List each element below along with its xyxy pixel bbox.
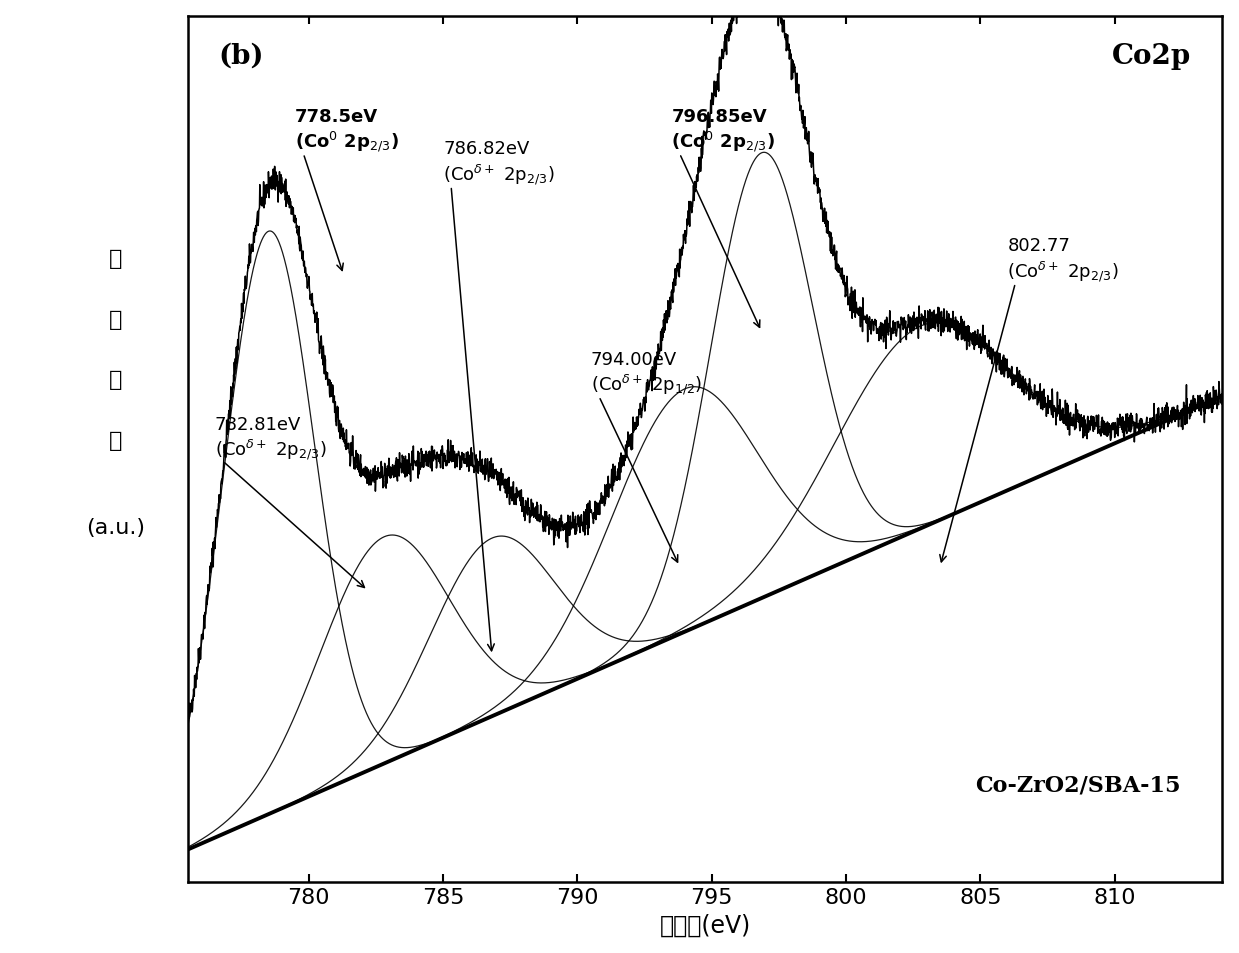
Text: 794.00eV
(Co$^{\delta+}$ 2p$_{1/2}$): 794.00eV (Co$^{\delta+}$ 2p$_{1/2}$)	[591, 351, 701, 396]
Text: (b): (b)	[219, 43, 264, 70]
X-axis label: 结合能(eV): 结合能(eV)	[659, 912, 751, 937]
Text: 796.85eV
(Co$^0$ 2p$_{2/3}$): 796.85eV (Co$^0$ 2p$_{2/3}$)	[672, 108, 776, 154]
Text: 强: 强	[109, 370, 121, 390]
Text: 对: 对	[109, 310, 121, 330]
Text: Co-ZrO2/SBA-15: Co-ZrO2/SBA-15	[975, 774, 1181, 796]
Text: 度: 度	[109, 431, 121, 451]
Text: 相: 相	[109, 249, 121, 269]
Text: 786.82eV
(Co$^{\delta+}$ 2p$_{2/3}$): 786.82eV (Co$^{\delta+}$ 2p$_{2/3}$)	[444, 140, 555, 187]
Text: 778.5eV
(Co$^0$ 2p$_{2/3}$): 778.5eV (Co$^0$ 2p$_{2/3}$)	[295, 108, 399, 154]
Text: 802.77
(Co$^{\delta+}$ 2p$_{2/3}$): 802.77 (Co$^{\delta+}$ 2p$_{2/3}$)	[1007, 237, 1119, 284]
Text: Co2p: Co2p	[1113, 43, 1191, 70]
Text: (a.u.): (a.u.)	[85, 517, 145, 537]
Text: 782.81eV
(Co$^{\delta+}$ 2p$_{2/3}$): 782.81eV (Co$^{\delta+}$ 2p$_{2/3}$)	[214, 416, 326, 461]
